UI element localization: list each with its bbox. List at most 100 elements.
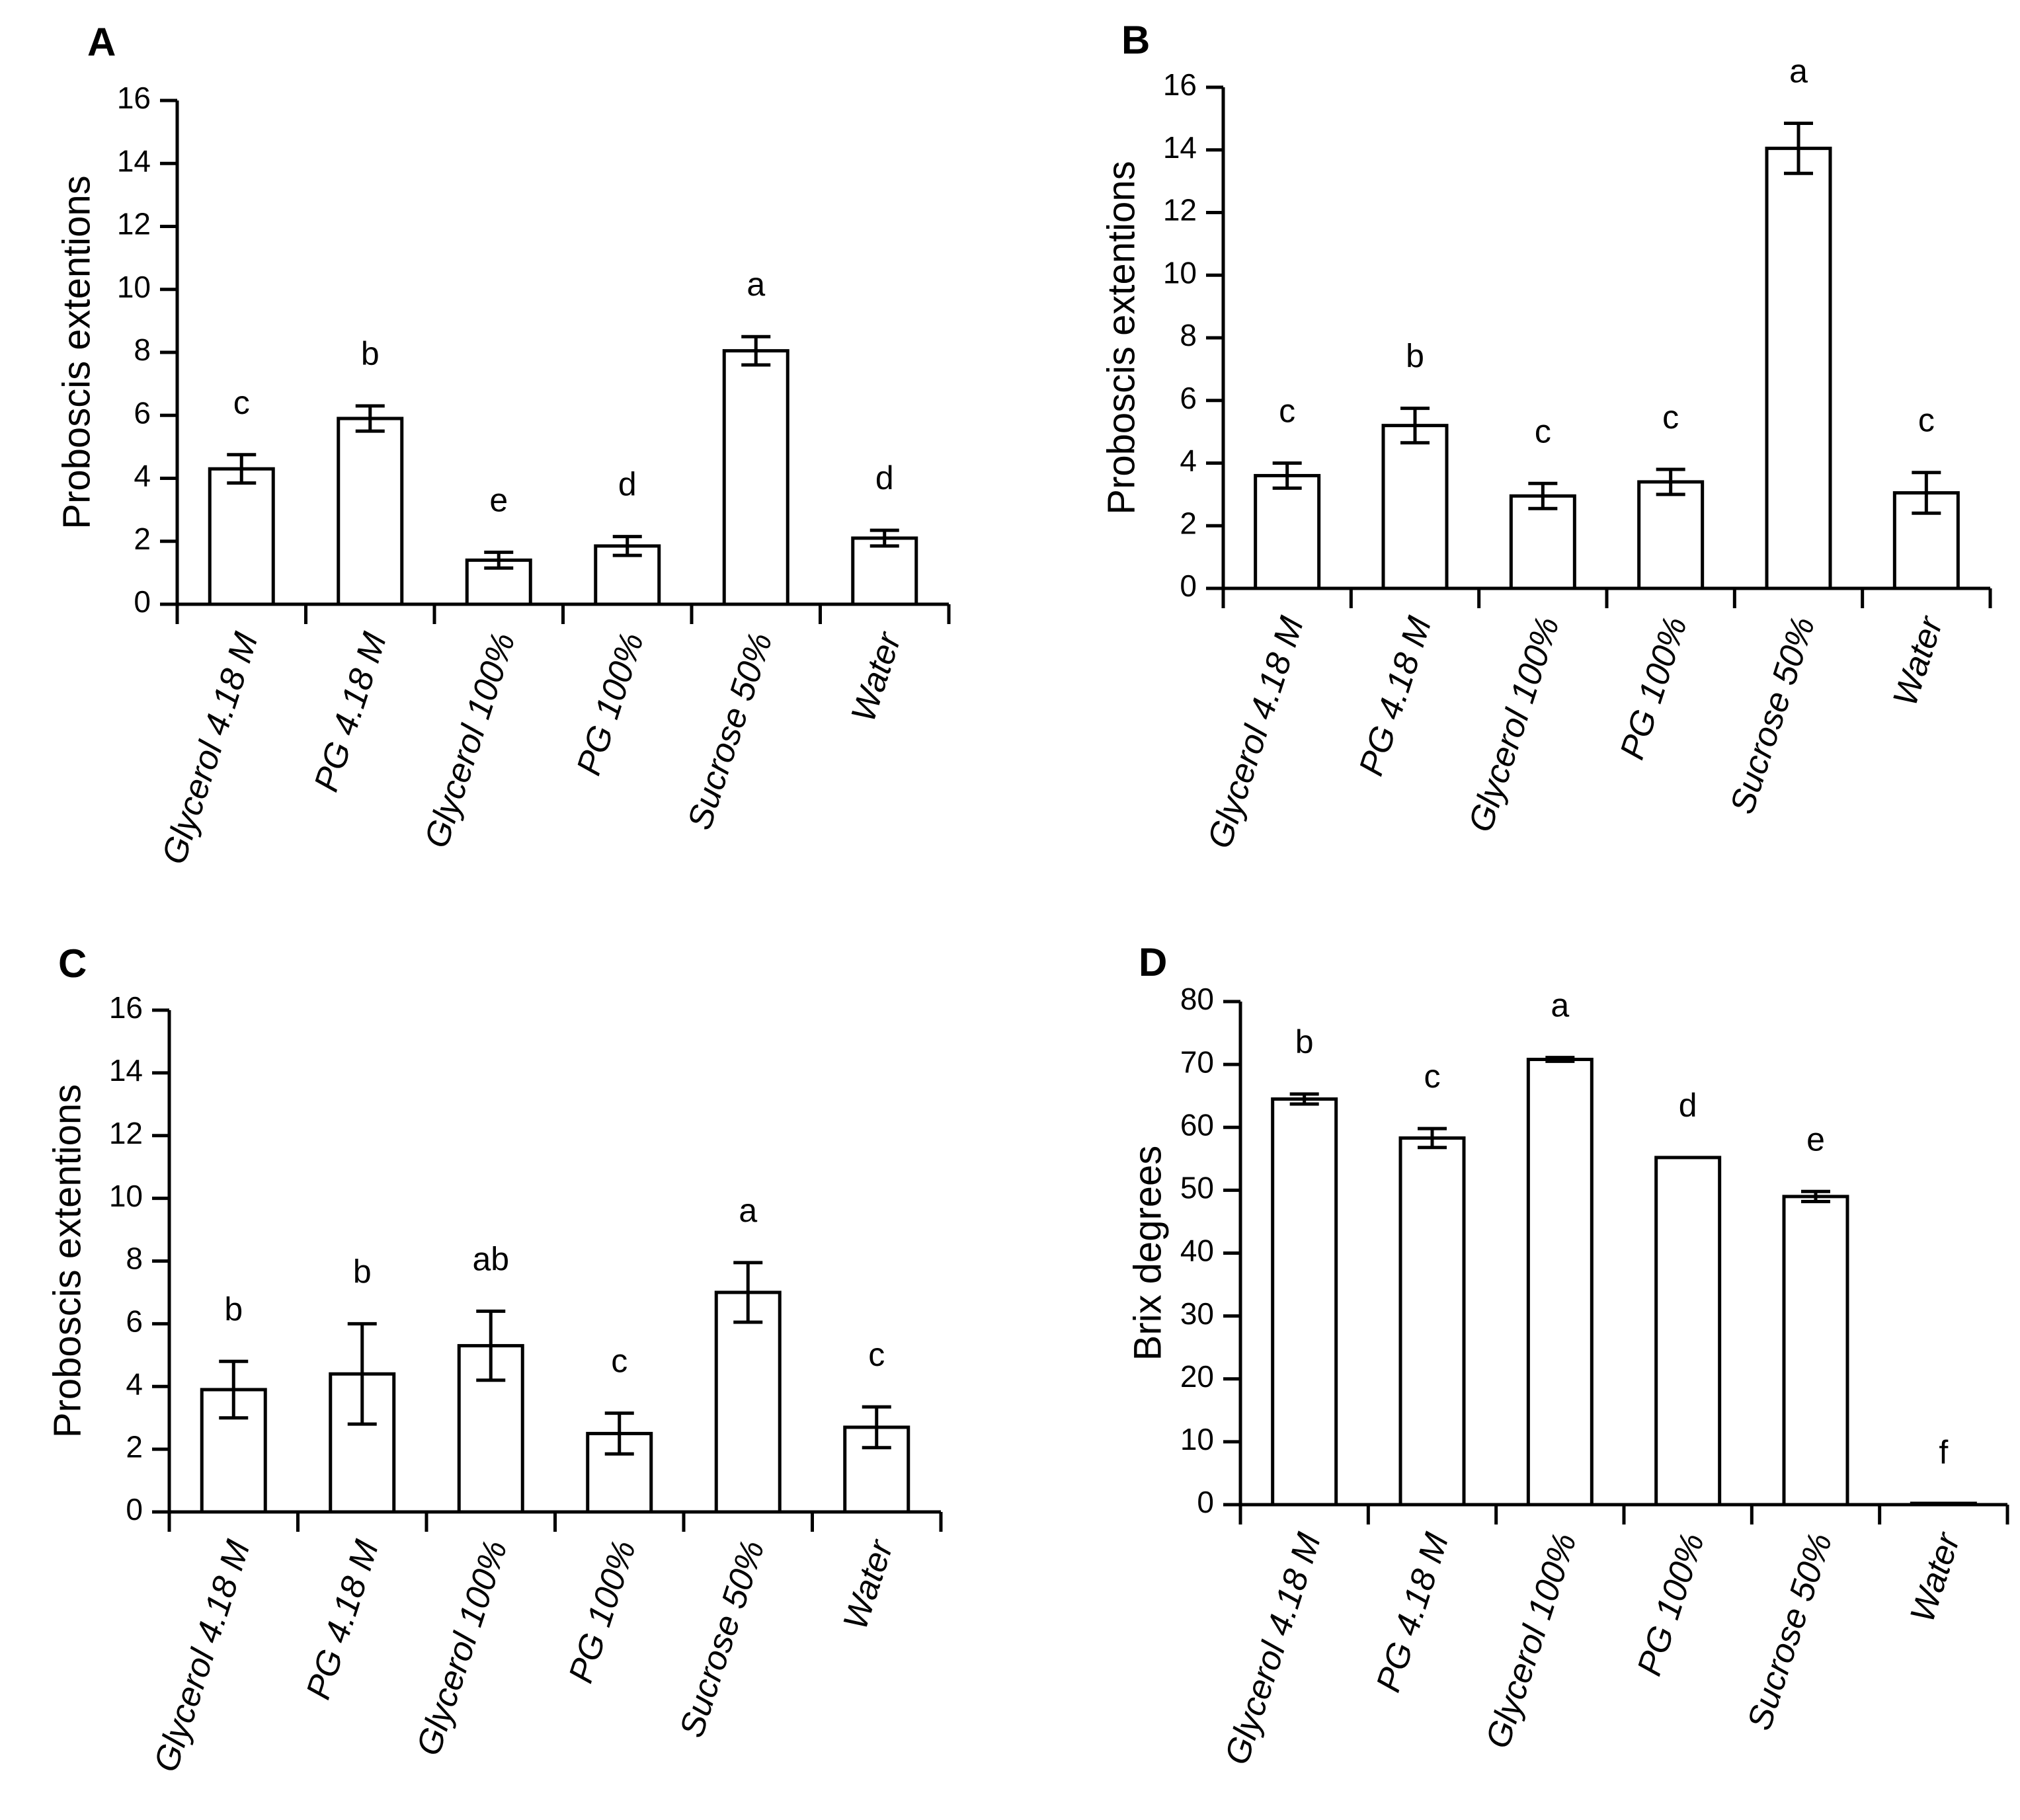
bar — [1654, 1156, 1722, 1507]
significance-label: b — [224, 1290, 243, 1327]
significance-label: b — [1406, 338, 1424, 375]
bar — [1910, 1501, 1977, 1507]
error-bar — [1272, 461, 1302, 490]
error-bar — [219, 1359, 249, 1420]
y-tick-label: 6 — [126, 1304, 143, 1339]
y-tick-label: 60 — [1180, 1107, 1214, 1142]
y-tick-label: 2 — [134, 522, 151, 556]
category-label: Glycerol 100% — [1461, 612, 1567, 837]
chart-panel-a: A 0 2 4 6 8 10 12 14 16 Proboscis extentions c Glyce… — [55, 20, 951, 869]
y-tick-label: 70 — [1180, 1045, 1214, 1079]
category-label: Sucrose 50% — [680, 628, 780, 834]
significance-label: d — [618, 466, 637, 503]
error-bar — [862, 1405, 891, 1450]
y-tick-label: 16 — [117, 81, 151, 115]
y-tick-label: 2 — [1180, 506, 1197, 540]
bar — [1254, 473, 1321, 590]
category-label: PG 4.18 M — [299, 1535, 386, 1704]
y-tick-label: 14 — [109, 1053, 143, 1088]
panel-label: D — [1139, 940, 1167, 984]
category-label: Water — [836, 1534, 901, 1634]
panel-label: B — [1121, 18, 1150, 62]
category-label: Glycerol 4.18 M — [155, 627, 266, 869]
significance-label: d — [875, 459, 894, 496]
y-tick-label: 14 — [117, 143, 151, 178]
error-bar — [484, 550, 514, 570]
significance-label: c — [611, 1343, 627, 1380]
bar — [1637, 480, 1705, 590]
y-tick-label: 0 — [126, 1492, 143, 1526]
bar — [714, 1290, 782, 1514]
category-label: PG 4.18 M — [1352, 612, 1439, 780]
bar — [1765, 146, 1832, 590]
panel-label: C — [58, 941, 87, 986]
significance-label: c — [1279, 393, 1295, 430]
y-tick-label: 4 — [134, 459, 151, 493]
error-bar — [612, 535, 642, 557]
category-label: Sucrose 50% — [672, 1536, 772, 1742]
y-tick-label: 4 — [1180, 444, 1197, 478]
error-bar — [1801, 1189, 1830, 1203]
y-tick-label: 0 — [134, 584, 151, 619]
bar — [208, 467, 275, 606]
y-tick-label: 12 — [109, 1116, 143, 1150]
y-tick-label: 12 — [117, 207, 151, 241]
category-label: Glycerol 100% — [1478, 1528, 1584, 1753]
y-tick-label: 8 — [134, 333, 151, 367]
significance-label: e — [1806, 1121, 1825, 1158]
y-tick-label: 30 — [1180, 1296, 1214, 1331]
bar — [337, 416, 404, 606]
significance-label: c — [233, 384, 250, 421]
error-bar — [1545, 1056, 1575, 1063]
significance-label: a — [1789, 52, 1808, 89]
category-label: PG 100% — [561, 1536, 643, 1688]
bar — [1782, 1195, 1849, 1507]
category-label: Glycerol 100% — [417, 628, 523, 853]
y-tick-label: 14 — [1163, 130, 1197, 165]
y-tick-label: 0 — [1197, 1485, 1214, 1519]
bar — [1381, 424, 1449, 590]
category-label: Water — [1886, 610, 1951, 710]
y-axis-label: Proboscis extentions — [55, 175, 98, 529]
bar — [1398, 1136, 1466, 1507]
y-tick-label: 20 — [1180, 1359, 1214, 1394]
category-label: Glycerol 100% — [409, 1536, 515, 1761]
significance-label: f — [1939, 1434, 1948, 1471]
y-tick-label: 10 — [1180, 1422, 1214, 1456]
error-bar — [741, 335, 771, 367]
significance-label: d — [1679, 1087, 1697, 1124]
significance-label: c — [868, 1336, 885, 1373]
chart-panel-b: B 0 2 4 6 8 10 12 14 16 Proboscis extentions c Glyce… — [1100, 18, 1992, 853]
error-bar — [1784, 121, 1813, 175]
y-tick-label: 16 — [1163, 67, 1197, 102]
significance-label: c — [1535, 413, 1551, 450]
chart-panel-c: C 0 2 4 6 8 10 12 14 16 Proboscis extentions b Glyce… — [46, 941, 943, 1776]
category-label: PG 4.18 M — [307, 627, 394, 796]
error-bar — [476, 1309, 506, 1382]
significance-label: a — [1551, 987, 1569, 1024]
y-tick-label: 12 — [1163, 193, 1197, 227]
chart-panel-d: D 0 10 20 30 40 50 60 70 80 Brix degrees b Glycerol … — [1126, 940, 2009, 1769]
bar — [1271, 1097, 1338, 1507]
y-tick-label: 50 — [1180, 1171, 1214, 1205]
y-tick-label: 40 — [1180, 1234, 1214, 1268]
error-bar — [1528, 481, 1558, 510]
y-tick-label: 2 — [126, 1429, 143, 1464]
bar — [1526, 1058, 1594, 1507]
significance-label: b — [361, 335, 380, 372]
y-tick-label: 6 — [1180, 381, 1197, 415]
significance-label: a — [739, 1192, 757, 1229]
error-bar — [604, 1411, 634, 1456]
category-label: Sucrose 50% — [1723, 612, 1823, 818]
error-bar — [1418, 1127, 1447, 1150]
significance-label: ab — [472, 1240, 509, 1277]
category-label: PG 100% — [1613, 612, 1695, 764]
category-label: PG 100% — [569, 628, 651, 780]
significance-label: b — [353, 1253, 372, 1290]
category-label: Water — [844, 626, 909, 726]
category-label: Glycerol 4.18 M — [147, 1535, 258, 1776]
error-bar — [1656, 467, 1685, 496]
category-label: Water — [1903, 1526, 1968, 1626]
significance-label: c — [1662, 399, 1679, 436]
category-label: PG 4.18 M — [1369, 1528, 1457, 1696]
